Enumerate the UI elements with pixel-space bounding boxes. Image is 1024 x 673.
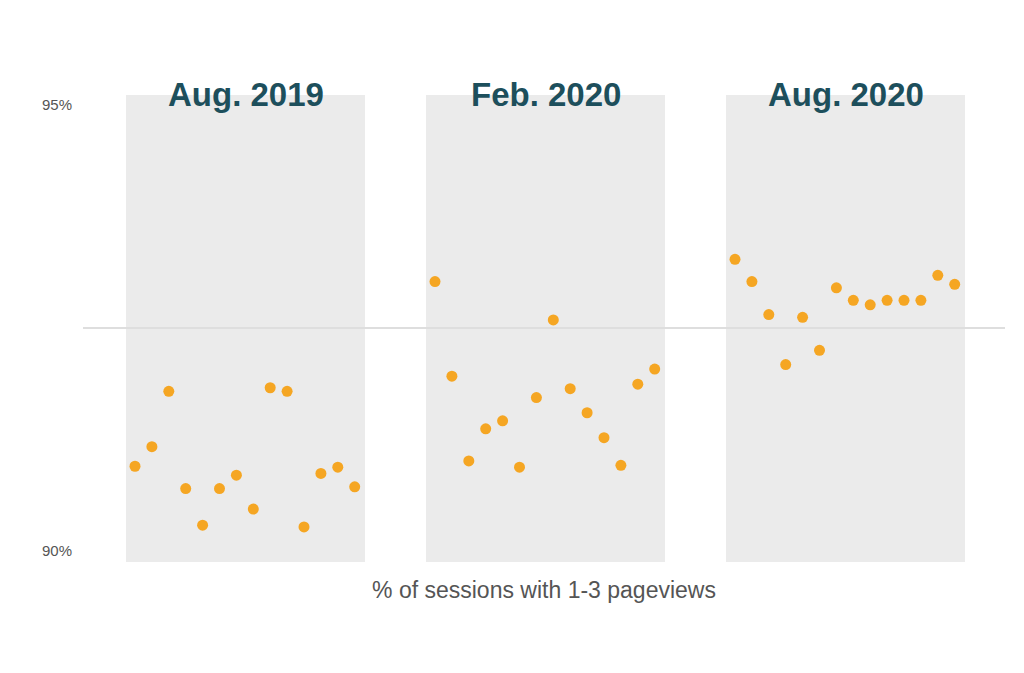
- svg-text:% of sessions with 1-3 pagevie: % of sessions with 1-3 pageviews: [372, 577, 716, 603]
- svg-text:95%: 95%: [42, 96, 72, 113]
- svg-text:90%: 90%: [42, 542, 72, 559]
- svg-text:Aug. 2019: Aug. 2019: [168, 76, 324, 113]
- svg-text:Feb. 2020: Feb. 2020: [471, 76, 621, 113]
- svg-text:Aug. 2020: Aug. 2020: [768, 76, 924, 113]
